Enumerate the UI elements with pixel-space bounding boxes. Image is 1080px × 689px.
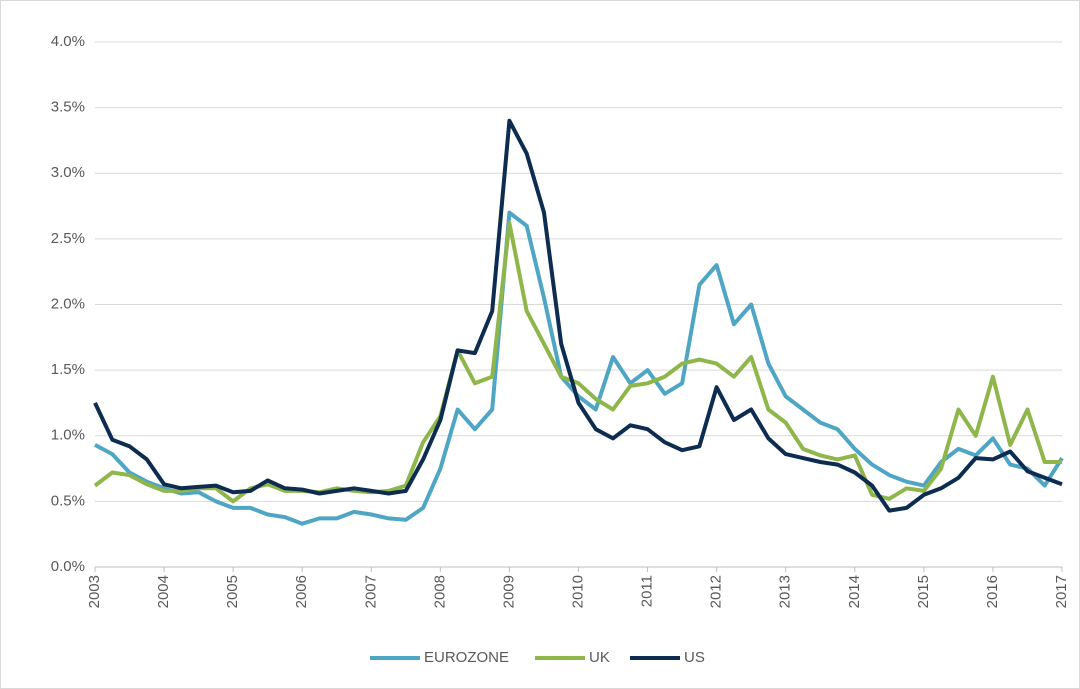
y-tick-label: 0.5% xyxy=(51,492,85,509)
x-tick-label: 2005 xyxy=(224,575,241,608)
x-tick-label: 2009 xyxy=(500,575,517,608)
x-tick-label: 2007 xyxy=(362,575,379,608)
y-tick-label: 1.5% xyxy=(51,361,85,378)
x-tick-label: 2017 xyxy=(1053,575,1070,608)
x-tick-label: 2013 xyxy=(777,575,794,608)
x-tick-label: 2016 xyxy=(984,575,1001,608)
x-tick-label: 2006 xyxy=(293,575,310,608)
x-tick-label: 2003 xyxy=(86,575,103,608)
x-tick-label: 2008 xyxy=(431,575,448,608)
legend-label: UK xyxy=(589,649,610,666)
x-tick-label: 2015 xyxy=(915,575,932,608)
x-tick-label: 2012 xyxy=(708,575,725,608)
y-tick-label: 2.0% xyxy=(51,295,85,312)
x-tick-label: 2014 xyxy=(846,575,863,608)
y-tick-label: 3.5% xyxy=(51,99,85,116)
legend-label: EUROZONE xyxy=(424,649,509,666)
x-tick-label: 2011 xyxy=(639,575,656,607)
y-tick-label: 3.0% xyxy=(51,164,85,181)
y-tick-label: 1.0% xyxy=(51,427,85,444)
y-tick-label: 4.0% xyxy=(51,33,85,50)
y-tick-label: 2.5% xyxy=(51,230,85,247)
series-line xyxy=(93,118,1063,513)
y-tick-label: 0.0% xyxy=(51,558,85,575)
legend-label: US xyxy=(684,649,705,666)
x-tick-label: 2010 xyxy=(569,575,586,608)
x-tick-label: 2004 xyxy=(155,575,172,608)
